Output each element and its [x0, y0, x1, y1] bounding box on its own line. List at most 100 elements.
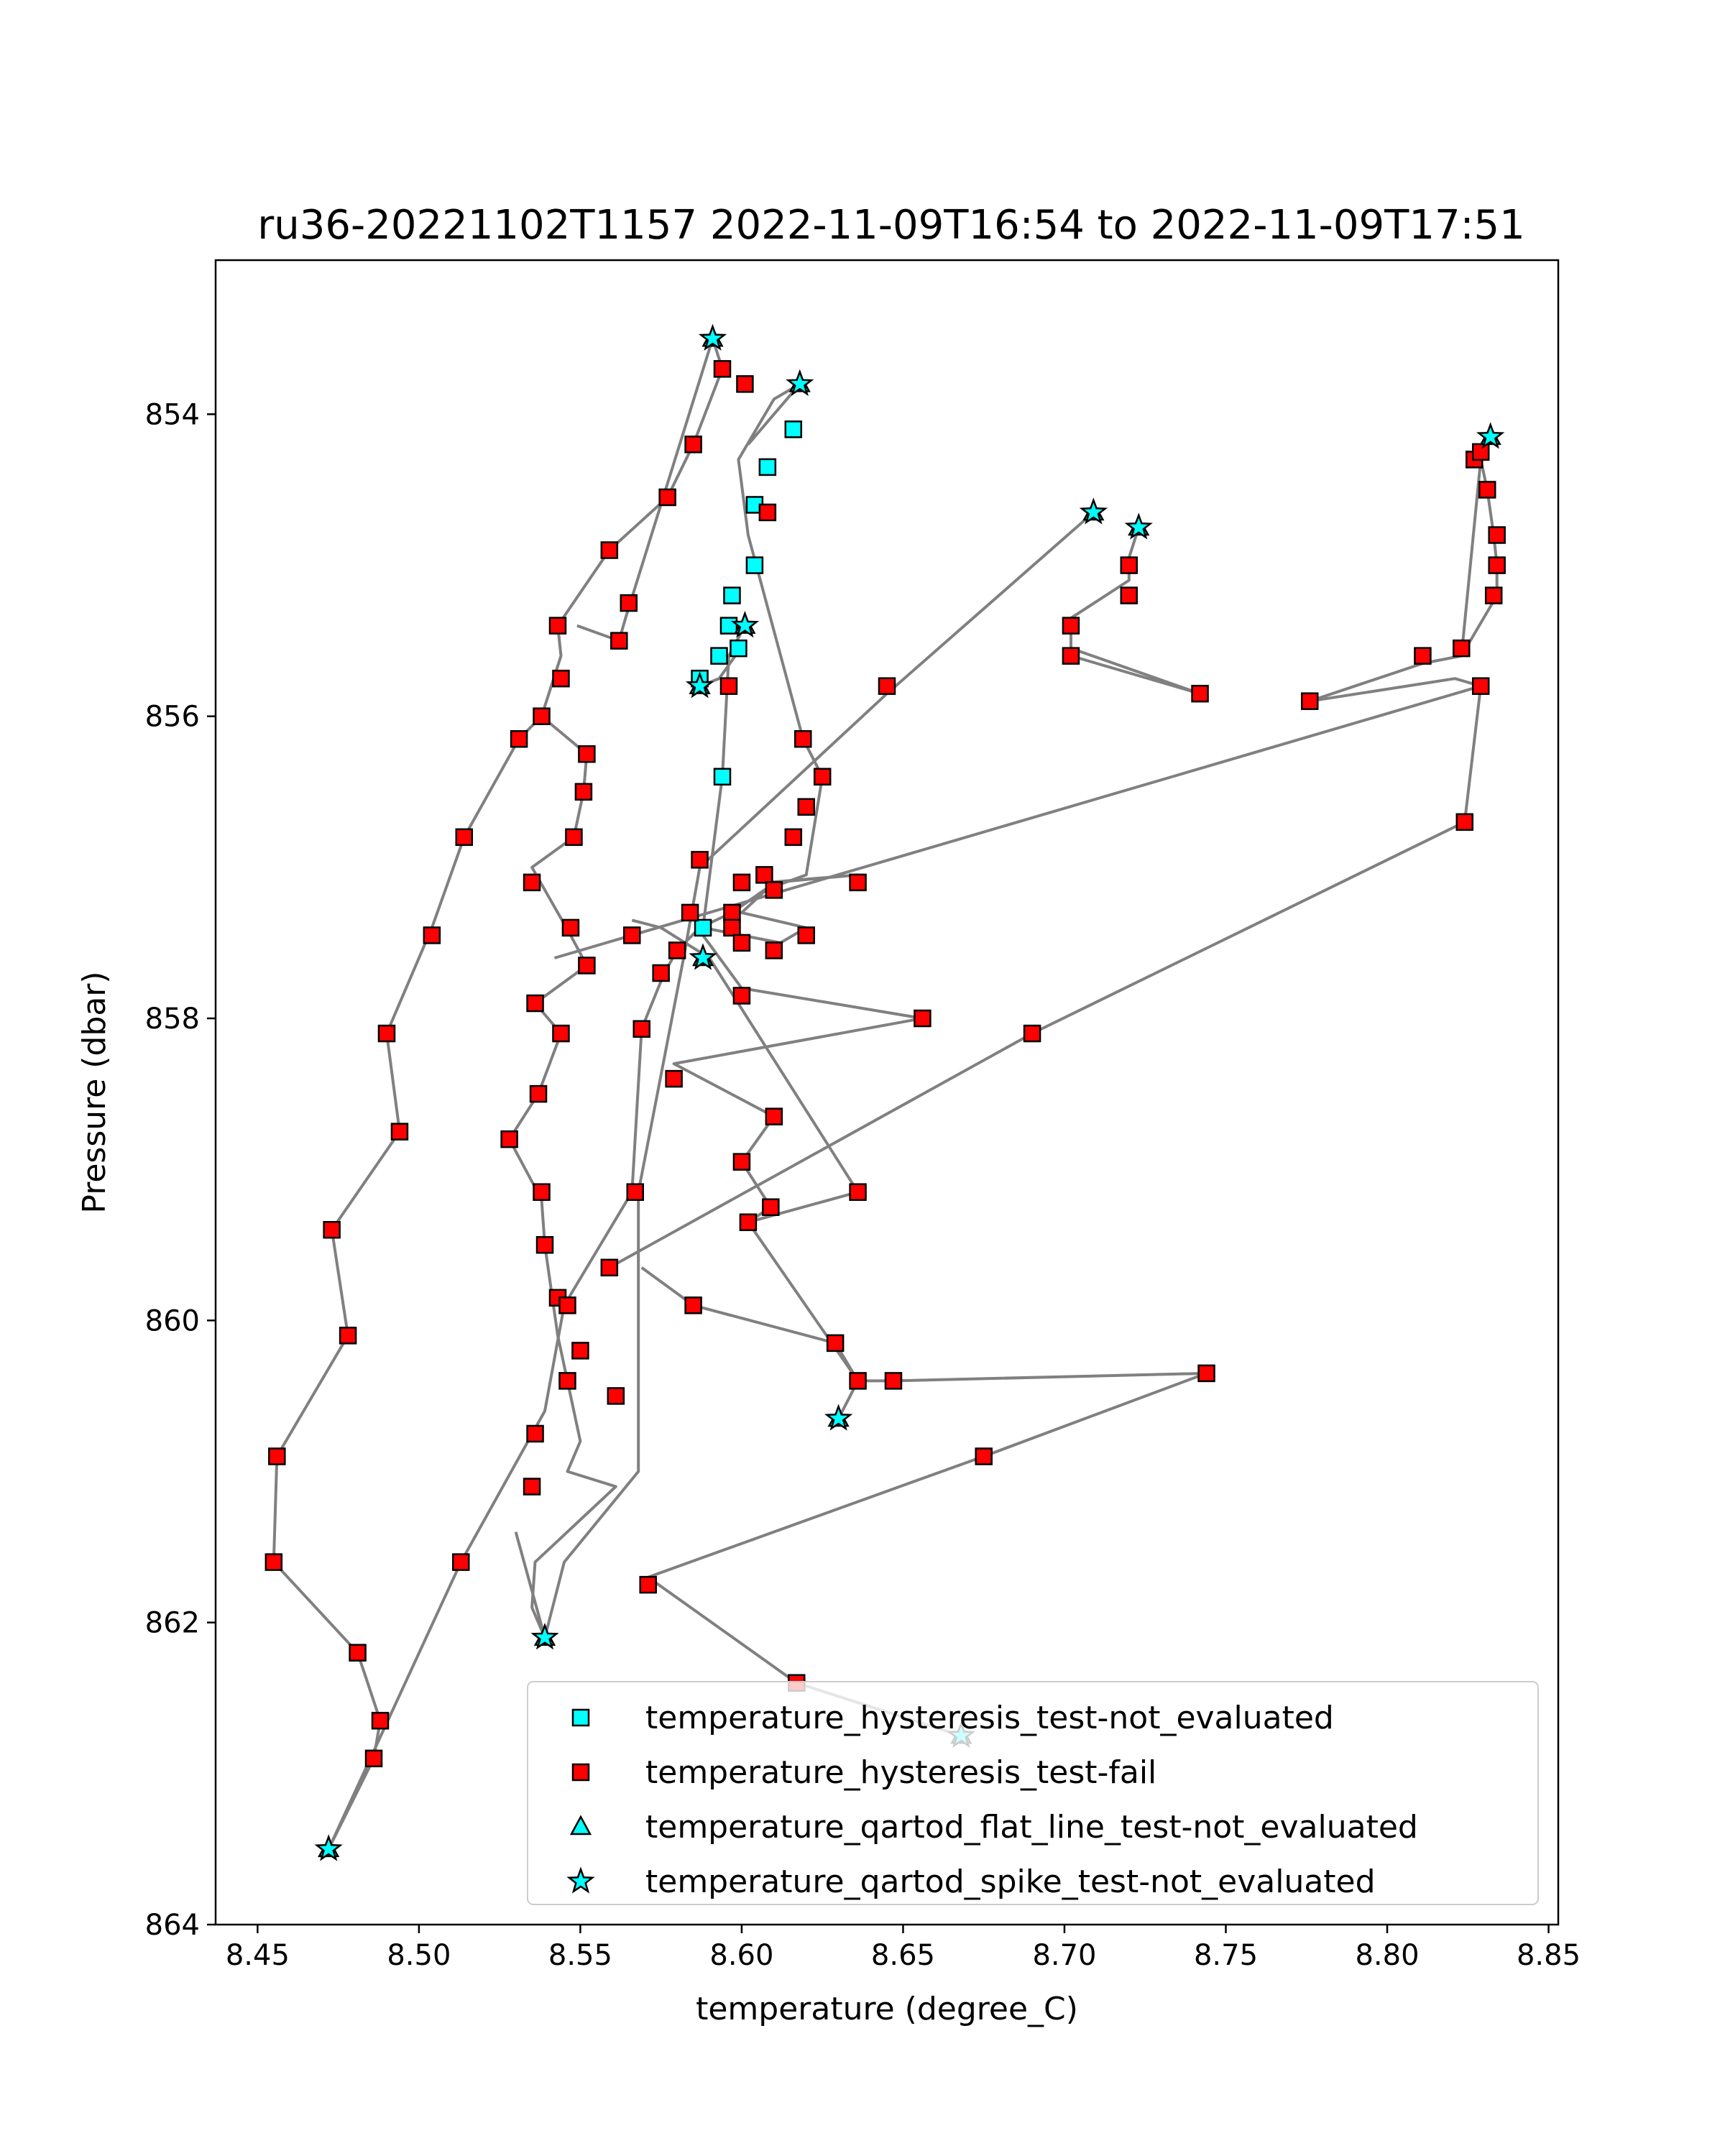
square-point [758, 503, 777, 522]
y-tick-label: 856 [145, 701, 200, 734]
square-point [578, 745, 596, 763]
series-temperature_hysteresis_test-fail [264, 360, 1506, 1768]
square-point [1300, 692, 1319, 710]
square-point [578, 957, 596, 975]
square-point [1478, 481, 1496, 499]
square-point [620, 594, 638, 612]
legend-entry: temperature_hysteresis_test-not_evaluate… [645, 1700, 1334, 1736]
star-point [685, 671, 714, 699]
star-point [786, 369, 814, 397]
star-point [530, 1623, 559, 1650]
square-point [681, 903, 699, 922]
square-point [558, 1296, 576, 1314]
series-temperature_hysteresis_test-not_evaluated [691, 420, 803, 937]
square-point [323, 1220, 341, 1239]
square-point [565, 828, 583, 847]
legend-entry: temperature_qartod_spike_test-not_evalua… [645, 1864, 1376, 1900]
square-point [1120, 556, 1138, 574]
square-point [826, 1334, 845, 1353]
square-point [510, 729, 528, 748]
square-point [723, 586, 741, 604]
square-point [668, 941, 686, 959]
legend-marker-triangle [569, 1815, 592, 1835]
square-point [732, 934, 751, 952]
square-point [794, 729, 812, 748]
chart-title: ru36-20221102T1157 2022-11-09T16:54 to 2… [257, 202, 1524, 249]
y-axis-ticks: 854 856 858 860 862 864 [145, 398, 216, 1942]
profile-line [672, 934, 924, 1419]
square-point [268, 1447, 286, 1465]
y-tick-label: 864 [145, 1909, 200, 1942]
y-axis-label: Pressure (dbar) [76, 971, 113, 1213]
square-point [552, 1024, 570, 1043]
square-point [732, 1153, 751, 1171]
square-point [765, 941, 783, 959]
profile-line [576, 338, 714, 642]
star-point [1476, 422, 1505, 449]
y-tick-label: 854 [145, 398, 200, 431]
x-tick-label: 8.65 [871, 1939, 935, 1972]
square-point [1488, 526, 1506, 544]
square-point [349, 1644, 367, 1662]
square-point [364, 1749, 383, 1768]
square-point [452, 1553, 470, 1571]
legend-marker-square [571, 1763, 590, 1782]
square-point [884, 1372, 903, 1390]
square-point [632, 1020, 650, 1038]
square-point [710, 647, 728, 665]
square-point [849, 1183, 867, 1201]
square-point [574, 783, 593, 801]
square-point [813, 768, 832, 786]
square-point [765, 1107, 783, 1125]
square-point [600, 541, 619, 559]
star-point [698, 323, 727, 351]
profile-line [553, 684, 1481, 959]
x-tick-label: 8.60 [709, 1939, 773, 1972]
square-point [1488, 556, 1506, 574]
legend-marker-star [566, 1866, 595, 1894]
square-point [732, 873, 751, 892]
square-point [526, 1424, 544, 1443]
square-point [797, 798, 815, 816]
square-point [390, 1123, 409, 1141]
square-point [558, 1372, 576, 1390]
square-point [571, 1342, 589, 1360]
x-axis-label: temperature (degree_C) [696, 1991, 1078, 2027]
square-point [264, 1553, 283, 1571]
x-tick-label: 8.85 [1517, 1939, 1581, 1972]
square-point [1120, 586, 1138, 604]
legend: temperature_hysteresis_test-not_evaluate… [527, 1681, 1539, 1905]
square-point [1455, 813, 1474, 831]
square-point [765, 881, 783, 899]
square-point [339, 1327, 357, 1345]
square-point [745, 556, 764, 574]
square-point [523, 873, 541, 892]
square-point [455, 828, 474, 847]
square-point [730, 639, 748, 658]
square-point [561, 918, 580, 937]
square-point [1414, 647, 1432, 665]
square-point [684, 436, 702, 453]
square-point [610, 632, 628, 650]
square-point [658, 488, 676, 507]
square-point [691, 851, 709, 869]
star-point [314, 1834, 343, 1861]
star-point [1079, 497, 1108, 525]
square-point [849, 1372, 867, 1390]
square-point [736, 375, 754, 393]
legend-box [527, 1681, 1539, 1905]
square-point [758, 458, 777, 476]
square-point [684, 1296, 702, 1314]
square-point [607, 1387, 625, 1405]
square-point [797, 926, 815, 944]
square-point [713, 768, 732, 786]
legend-entry: temperature_hysteresis_test-fail [645, 1754, 1156, 1791]
star-point [689, 943, 717, 970]
square-point [1191, 684, 1209, 703]
plot-frame [214, 259, 1560, 1926]
star-point [1124, 512, 1153, 540]
profile-line [608, 677, 1483, 1269]
square-point [548, 617, 567, 635]
x-tick-label: 8.70 [1032, 1939, 1096, 1972]
